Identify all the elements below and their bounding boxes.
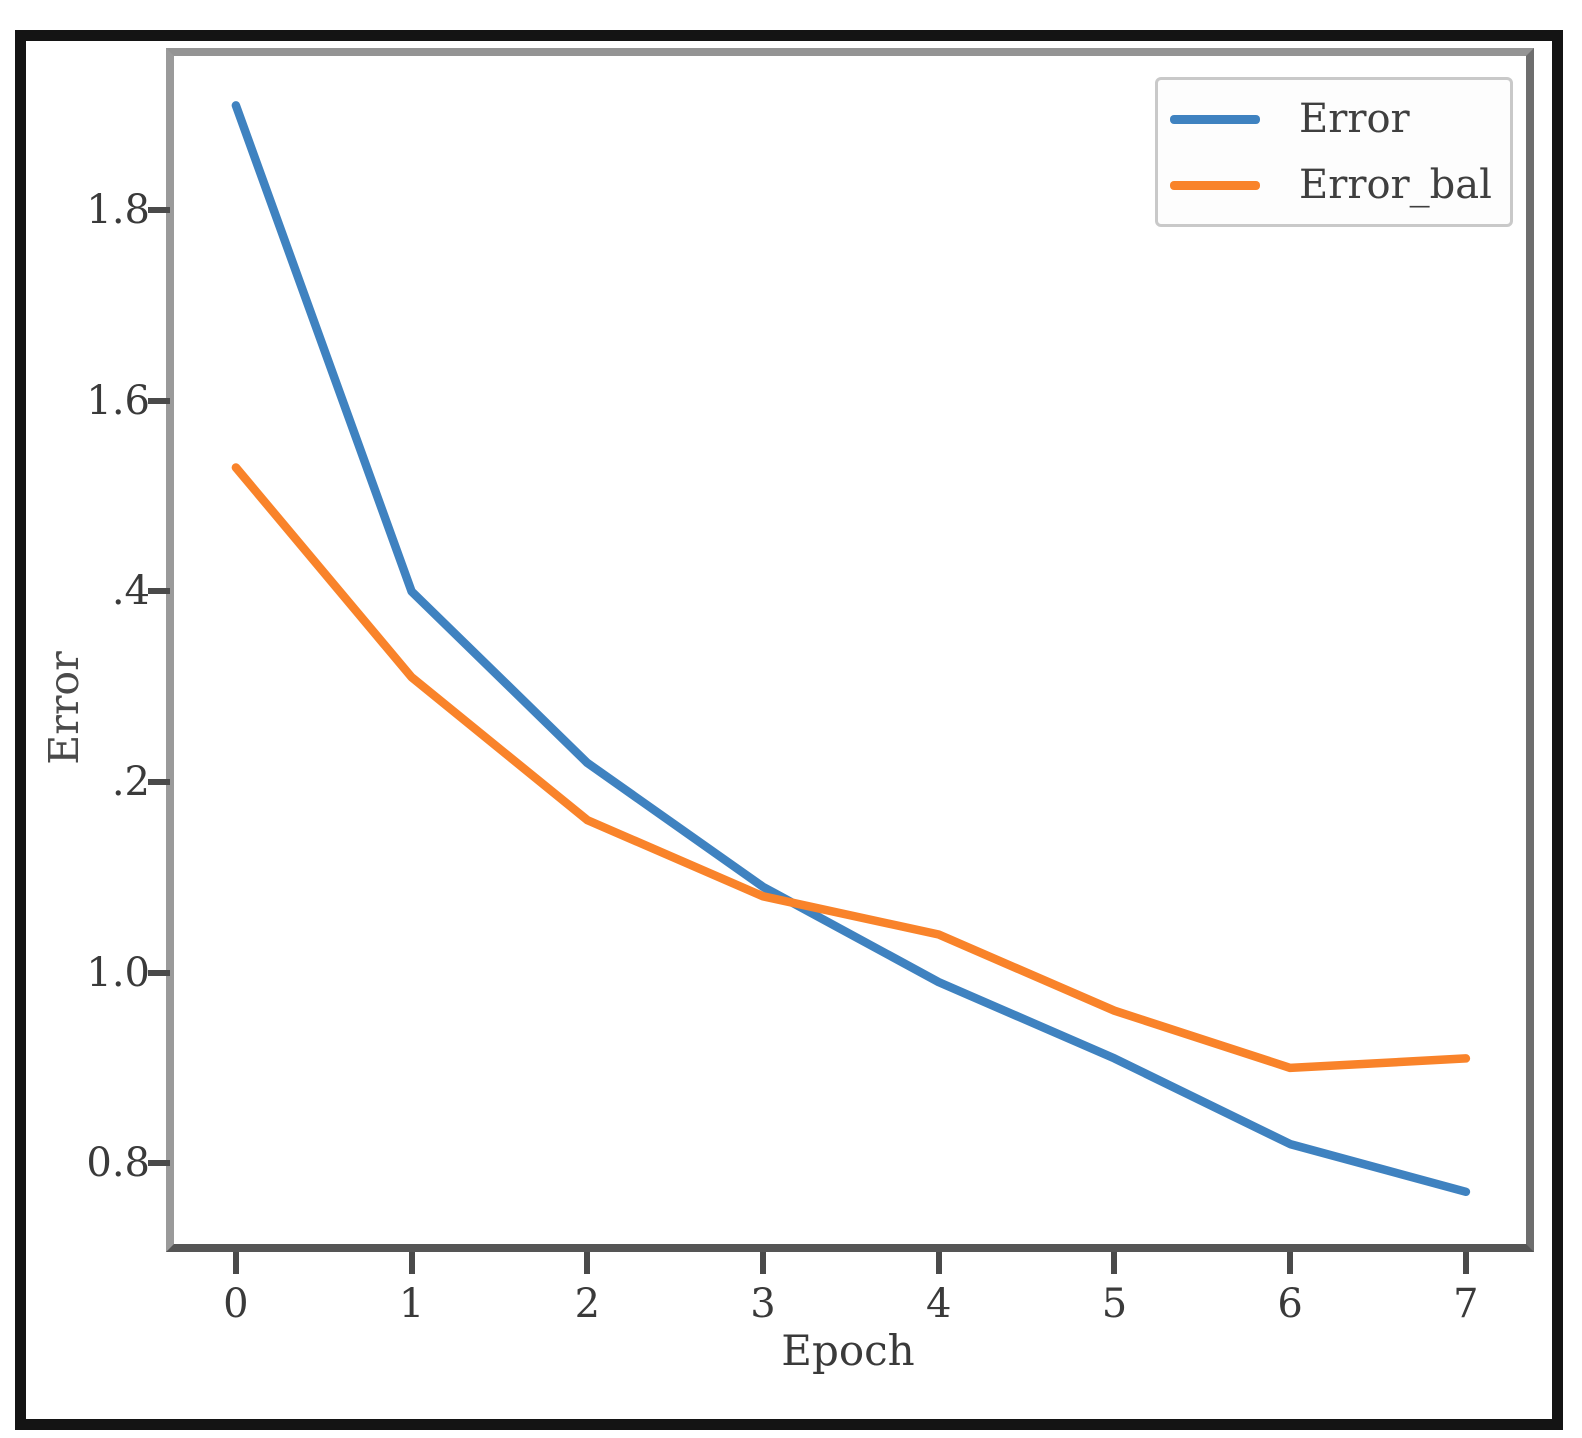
x-tick-label: 2 bbox=[574, 1281, 601, 1327]
y-tick-label: 0.8 bbox=[86, 1140, 150, 1187]
y-tick-mark bbox=[148, 207, 170, 214]
x-tick-mark bbox=[232, 1252, 239, 1274]
x-tick-mark bbox=[1111, 1252, 1118, 1274]
legend-line-sample bbox=[1170, 114, 1260, 124]
y-tick-label: 1.6 bbox=[86, 377, 150, 424]
x-tick-label: 6 bbox=[1277, 1281, 1303, 1327]
x-tick-mark bbox=[408, 1252, 415, 1274]
legend-label: Error bbox=[1299, 96, 1410, 142]
legend: Error Error_bal bbox=[1155, 77, 1513, 227]
y-tick-label: .4 bbox=[111, 568, 150, 615]
legend-item: Error bbox=[1170, 93, 1510, 145]
x-tick-mark bbox=[584, 1252, 591, 1274]
y-tick-mark bbox=[148, 588, 170, 595]
y-axis-label: Error bbox=[40, 651, 88, 765]
x-tick-label: 3 bbox=[750, 1281, 776, 1327]
y-tick-label: .2 bbox=[111, 758, 150, 805]
x-tick-label: 1 bbox=[398, 1281, 425, 1327]
y-tick-mark bbox=[148, 969, 170, 976]
y-tick-label: 1.0 bbox=[86, 949, 150, 996]
legend-line-sample bbox=[1170, 180, 1260, 190]
x-tick-mark bbox=[760, 1252, 767, 1274]
x-tick-mark bbox=[1287, 1252, 1294, 1274]
legend-item: Error_bal bbox=[1170, 159, 1510, 211]
x-tick-label: 7 bbox=[1453, 1281, 1479, 1327]
x-tick-mark bbox=[1462, 1252, 1469, 1274]
y-tick-mark bbox=[148, 1160, 170, 1167]
x-tick-label: 4 bbox=[925, 1281, 952, 1327]
plot-area bbox=[166, 48, 1534, 1252]
x-tick-label: 0 bbox=[223, 1281, 249, 1327]
y-tick-mark bbox=[148, 778, 170, 785]
x-axis-label: Epoch bbox=[781, 1326, 915, 1375]
x-tick-mark bbox=[935, 1252, 942, 1274]
x-tick-label: 5 bbox=[1101, 1281, 1128, 1327]
y-tick-mark bbox=[148, 397, 170, 404]
legend-label: Error_bal bbox=[1299, 162, 1492, 208]
y-tick-label: 1.8 bbox=[86, 187, 150, 234]
